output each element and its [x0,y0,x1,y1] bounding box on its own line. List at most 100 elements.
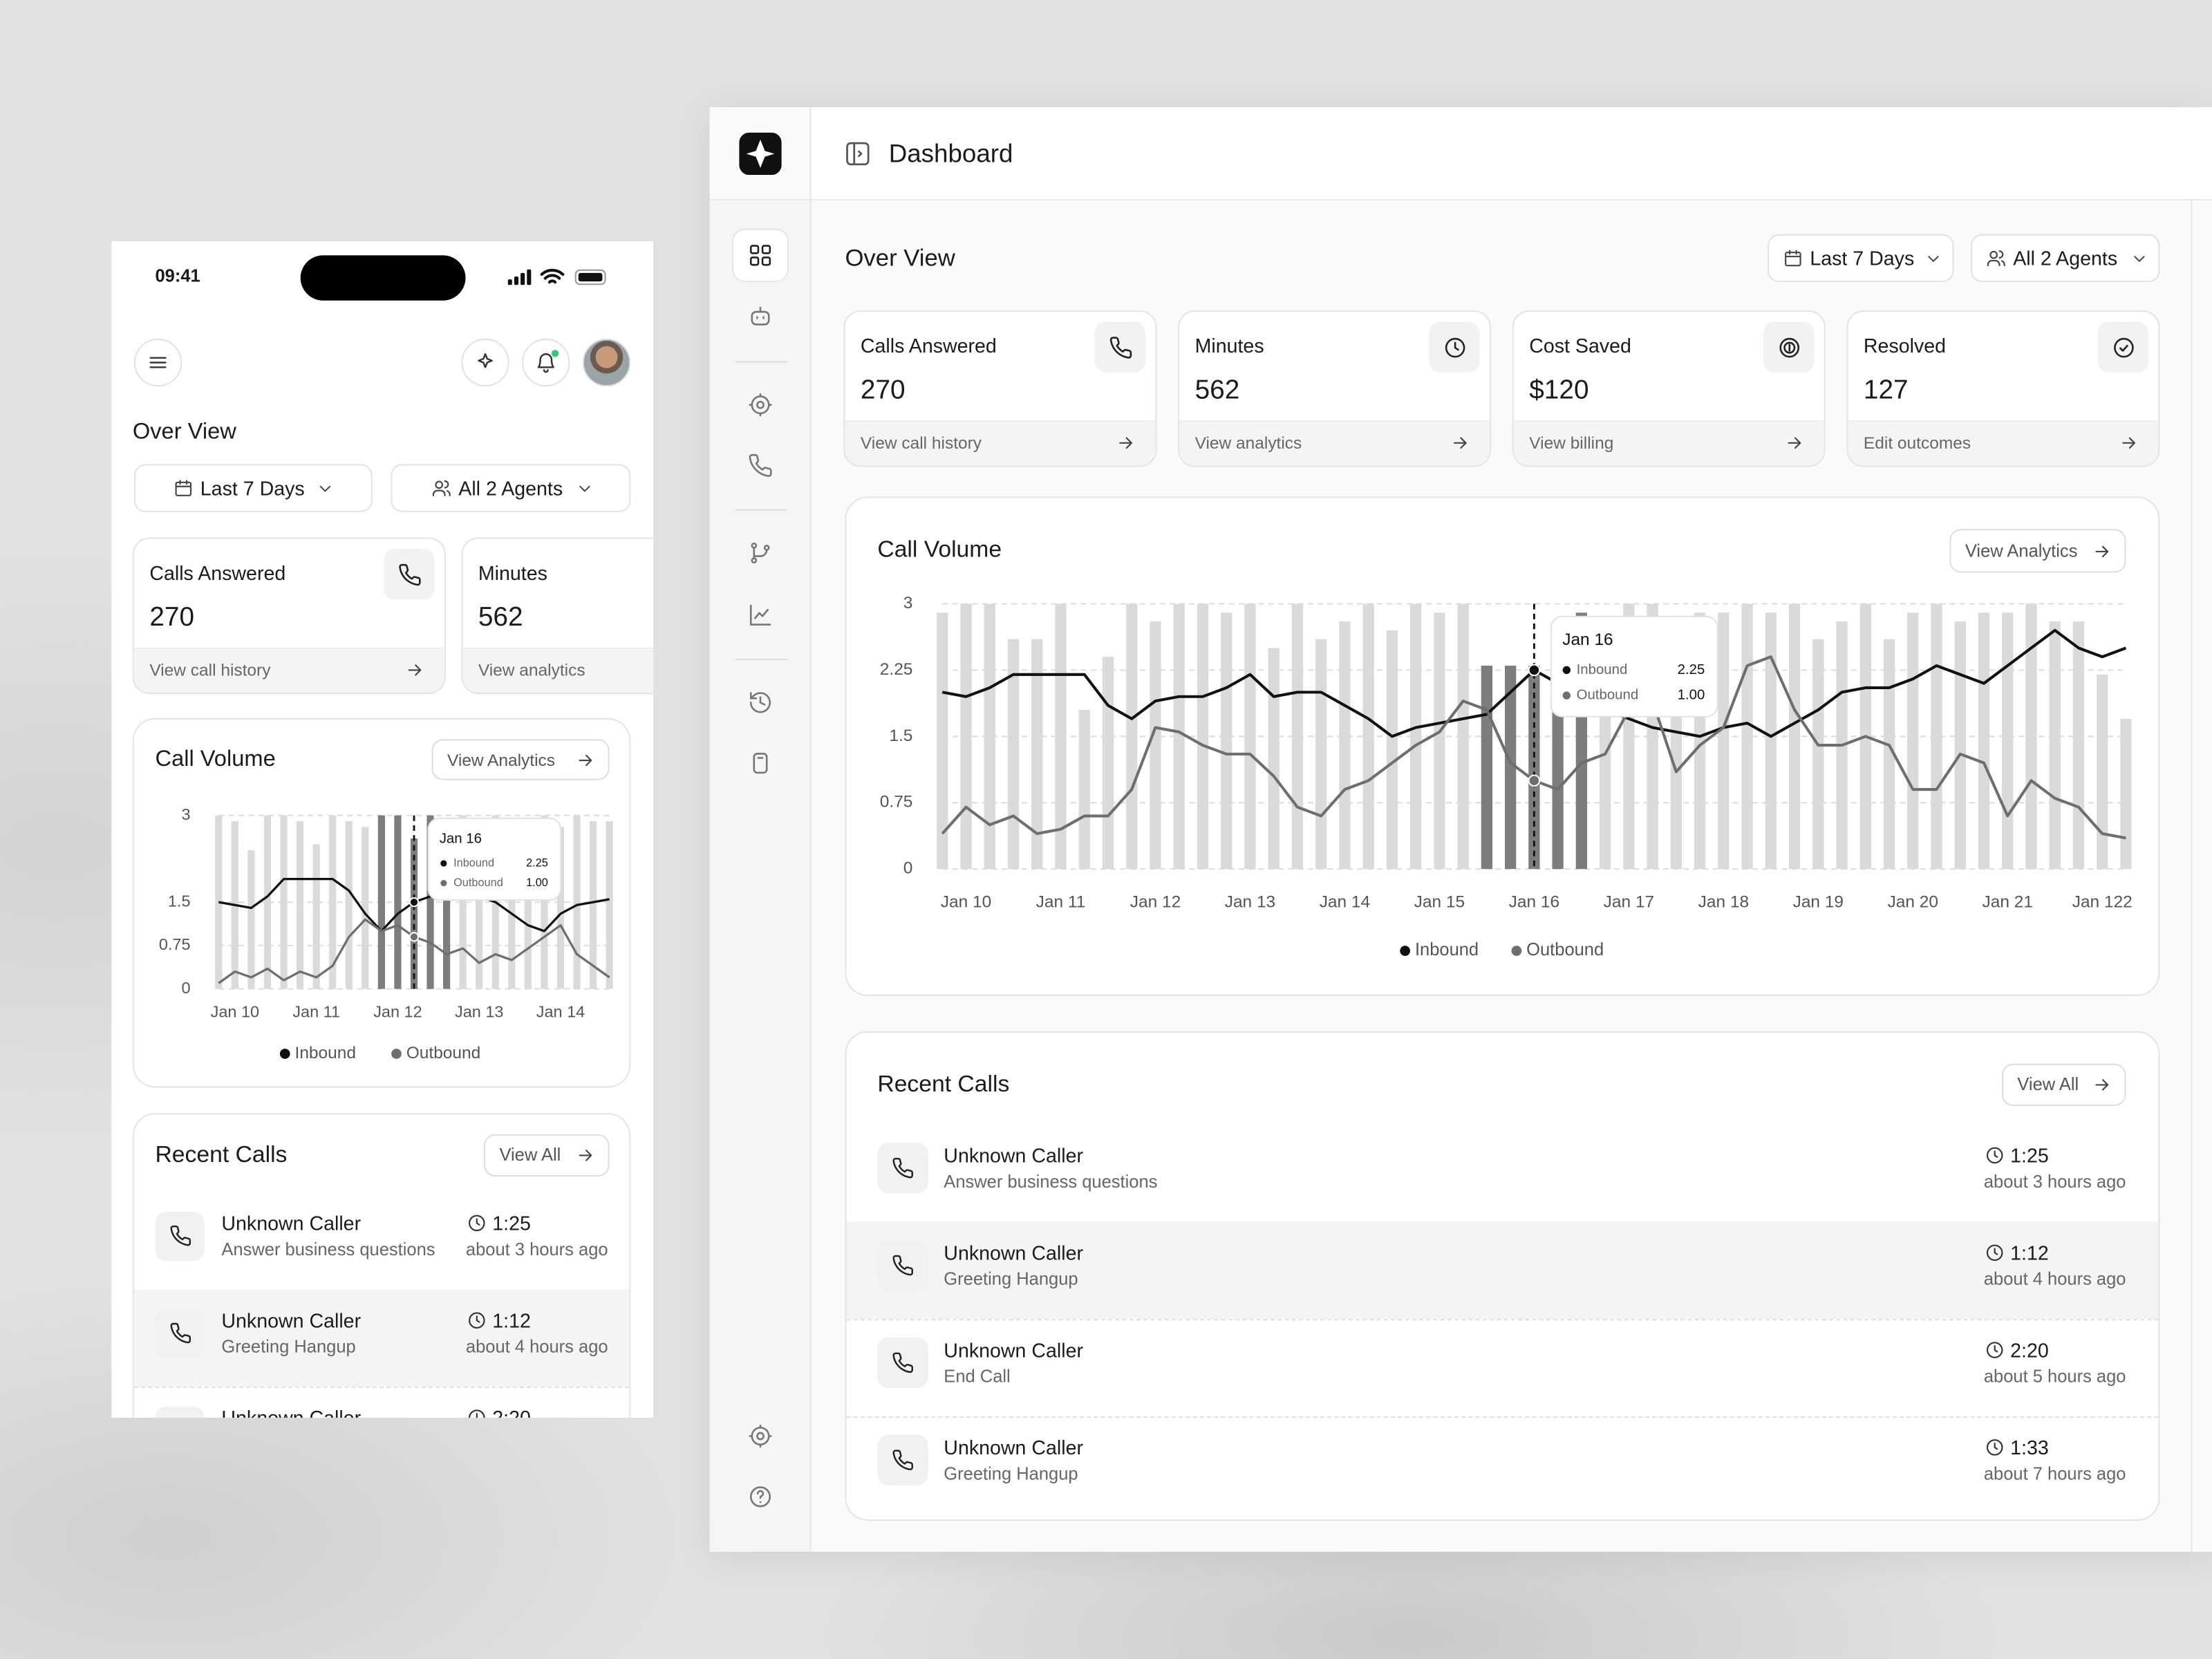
chevron-glyph [579,485,590,491]
card-footer[interactable] [462,647,653,693]
nav-icon-glyph [749,245,771,266]
duration-icon-glyph [469,1409,485,1418]
call-detail: Answer business questions [221,1239,435,1259]
card-arrow [1116,433,1136,453]
nav-icon-part [749,604,771,626]
card-link[interactable]: View call history [149,660,271,680]
call-time: about 7 hours ago [1983,1463,2126,1484]
nav-icon-part [753,547,768,559]
menu-button[interactable] [133,338,182,387]
card-icon-box [1094,321,1146,373]
nav-icon-part [761,256,771,266]
card-link[interactable]: View call history [860,433,982,453]
card-icon-part [398,563,420,585]
duration-icon-glyph [469,1215,485,1232]
nav-icon-part [751,1427,770,1446]
call-duration: 1:25 [2010,1144,2049,1167]
call-icon-box [877,1434,928,1485]
card-icon-part [1783,341,1795,353]
button-label[interactable]: View All [2017,1074,2079,1095]
duration-icon [1985,1145,2005,1165]
dynamic-island [300,255,466,301]
call-icon-box [155,1211,205,1261]
section-title: Over View [845,245,955,272]
card-arrow-glyph [408,664,422,676]
card-link[interactable]: View billing [1529,433,1614,453]
card-arrow-glyph [1788,437,1801,449]
avatar[interactable] [582,338,631,387]
card-icon-box [2097,321,2149,373]
card-icon [397,562,421,586]
card-arrow-glyph [2122,437,2135,449]
duration-icon-part [476,1315,480,1323]
card-footer[interactable] [845,420,1156,466]
duration-icon [467,1311,487,1331]
card-title: Cost Saved [1529,334,1631,357]
card-icon-glyph [398,563,420,585]
assist-button[interactable] [461,338,509,387]
filter-icon [1783,248,1803,268]
card-title: Resolved [1863,334,1947,357]
status-icons [507,267,610,287]
row-divider [846,1416,2159,1418]
card-arrow-glyph [1453,437,1467,449]
nav-icon [748,690,774,715]
call-icon-part [892,1255,913,1276]
nav-icon-part [749,692,771,713]
card-arrow [1785,433,1805,453]
duration-icon-part [1994,1150,1998,1158]
nav-icon-part [751,310,770,326]
call-duration: 1:25 [492,1212,531,1235]
card-footer[interactable] [1179,420,1490,466]
duration-icon-part [1986,1147,2003,1164]
duration-icon [467,1213,487,1233]
call-row[interactable] [134,1387,629,1418]
call-icon-part [892,1352,913,1374]
filter-dropdown[interactable] [1768,234,1954,283]
card-link[interactable]: Edit outcomes [1863,433,1971,453]
caller-name: Unknown Caller [944,1436,1083,1459]
card-icon-part [1453,341,1459,350]
notify-button[interactable] [522,338,570,387]
nav-icon [748,541,774,566]
call-row[interactable] [846,1319,2158,1416]
button-label[interactable]: View All [499,1145,561,1165]
nav-icon-glyph [749,1486,771,1508]
caller-name: Unknown Caller [944,1241,1083,1264]
nav-divider [735,361,787,363]
chevron [1924,249,1942,268]
button-arrow [576,1145,596,1165]
card-footer[interactable] [1513,420,1824,466]
nav-icon-part [761,245,771,254]
filter-dropdown[interactable] [391,464,631,512]
card-icon-glyph [1779,337,1799,357]
button-label[interactable]: View Analytics [447,749,556,770]
card-footer[interactable] [1848,420,2159,466]
nav-icon-part [749,245,760,254]
call-row-highlight [133,1289,630,1387]
button-arrow-glyph [579,753,592,766]
chevron-glyph [319,485,330,491]
filter-dropdown[interactable] [1971,234,2160,283]
card-link[interactable]: View analytics [1194,433,1302,453]
filter-icon [431,478,451,498]
call-icon [892,1351,915,1374]
nav-active[interactable] [732,228,789,283]
filter-label: Last 7 Days [1810,247,1915,270]
button-label[interactable]: View Analytics [1965,541,2078,561]
call-detail: Greeting Hangup [944,1269,1078,1289]
filter-dropdown[interactable] [133,464,373,512]
card-title: Calls Answered [149,561,286,584]
card-value: 127 [1863,375,1909,406]
card-link[interactable]: View analytics [478,660,585,680]
signal [507,279,512,285]
filter-icon [1986,248,2006,268]
chevron-part [1927,255,1938,261]
panel-toggle [843,140,872,168]
card-footer[interactable] [133,647,444,693]
filter-icon-part [1987,250,2005,267]
call-icon-glyph [892,1157,913,1179]
call-icon-part [169,1225,191,1246]
battery [574,269,606,285]
duration-icon-part [1994,1248,1998,1255]
